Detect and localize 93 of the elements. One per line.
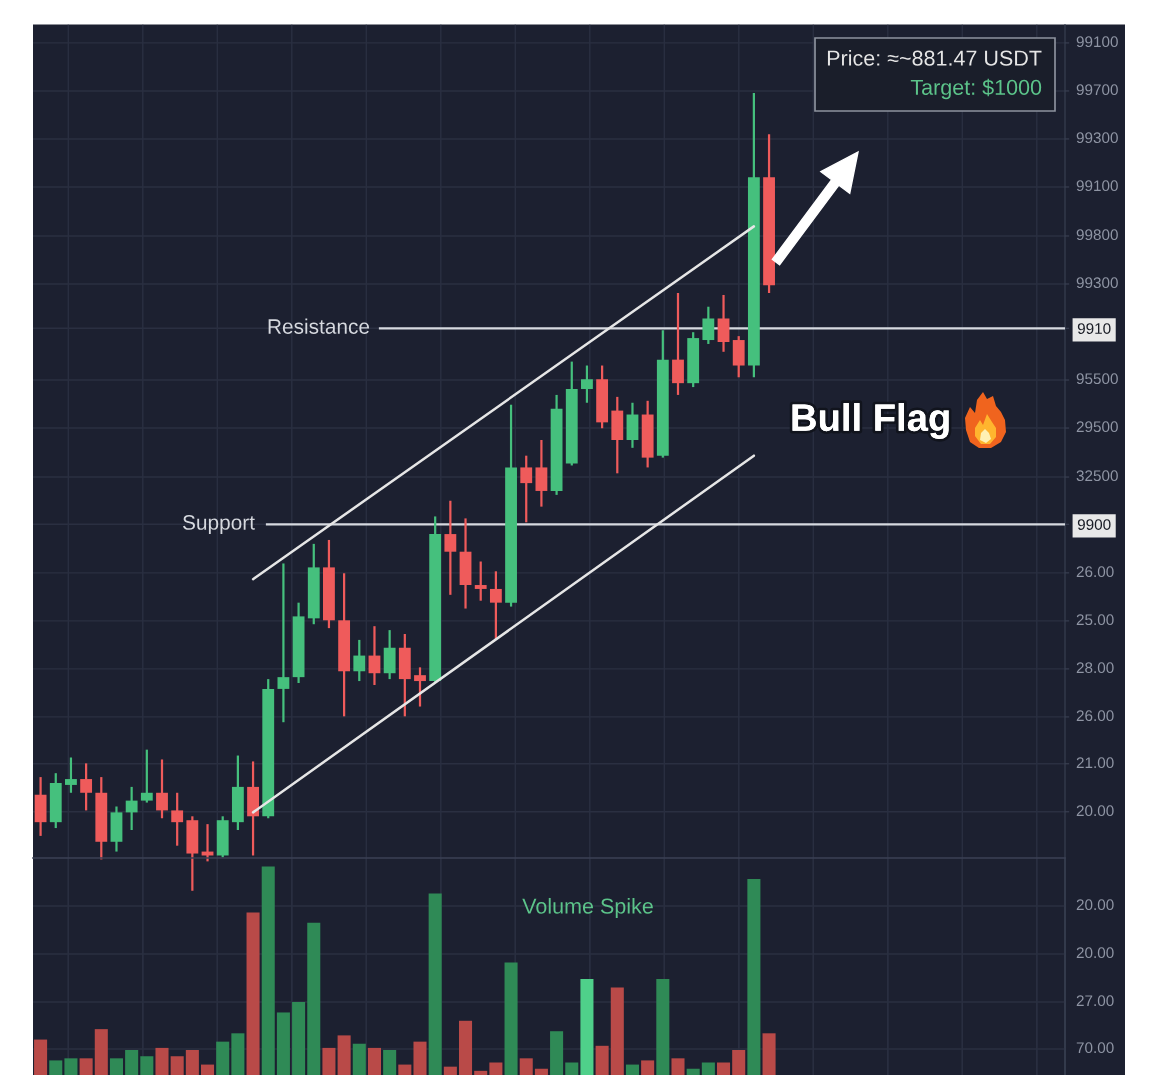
y-tick-label: 9910 (1077, 323, 1111, 334)
text: 20.00 (1076, 805, 1114, 817)
bar (246, 912, 260, 1075)
bar (610, 987, 624, 1075)
candlestick (171, 791, 184, 847)
candlestick (277, 562, 290, 724)
text: 99300 (1076, 132, 1118, 144)
bar (79, 1058, 93, 1075)
text: 99700 (1076, 84, 1118, 96)
candlestick (353, 638, 366, 683)
candlestick (125, 785, 138, 832)
candlestick (474, 560, 487, 602)
text: 99100 (1076, 36, 1118, 48)
candlestick (717, 293, 730, 353)
text: 99100 (1076, 180, 1118, 192)
bar (201, 1064, 215, 1075)
bar (398, 1064, 412, 1075)
candlestick (535, 438, 548, 508)
bar (155, 1047, 169, 1075)
candlestick (80, 762, 93, 812)
text: 20.00 (1076, 947, 1114, 959)
candlestick (444, 499, 457, 596)
text: 29500 (1076, 421, 1118, 433)
bar (504, 962, 518, 1075)
bar (534, 1068, 548, 1075)
bar (125, 1049, 139, 1075)
bar (140, 1056, 154, 1075)
bar (641, 1060, 655, 1075)
bar (109, 1058, 123, 1075)
annotation: Volume Spike (522, 897, 653, 919)
bar (185, 1049, 199, 1075)
bar (292, 1002, 306, 1075)
bar (747, 879, 761, 1075)
bar (519, 1058, 533, 1075)
bar (625, 1064, 639, 1075)
bar (413, 1041, 427, 1075)
text: 27.00 (1076, 995, 1114, 1007)
candlestick (65, 756, 77, 794)
ref-line-label: Resistance (268, 318, 370, 334)
bar (367, 1047, 381, 1075)
bar (656, 979, 670, 1075)
bar (231, 1033, 245, 1075)
bar (717, 1062, 731, 1075)
text: 21.00 (1076, 757, 1114, 769)
text: 25.00 (1076, 614, 1114, 626)
annotation: Bull Flag (792, 403, 949, 439)
text: 32500 (1076, 470, 1118, 482)
candlestick (520, 454, 533, 524)
annotation: Price: ≈~881.47 USDT (827, 49, 1042, 66)
bar (489, 1062, 503, 1075)
text: 99300 (1076, 277, 1118, 289)
bar (565, 1062, 579, 1075)
candlestick (702, 305, 715, 346)
candlestick (414, 666, 426, 708)
bar (307, 922, 321, 1075)
bar (580, 979, 594, 1075)
candlestick (581, 364, 593, 404)
bar (261, 866, 275, 1075)
candlestick (140, 748, 153, 804)
text: 70.00 (1076, 1042, 1114, 1054)
text: 26.00 (1076, 566, 1114, 578)
bar (322, 1047, 336, 1075)
bar (49, 1060, 63, 1075)
bar (595, 1045, 609, 1075)
bar (352, 1043, 366, 1075)
text: 95500 (1076, 373, 1118, 385)
bar (459, 1020, 473, 1075)
bar (216, 1041, 230, 1075)
candlestick (672, 291, 684, 397)
bar (550, 1031, 564, 1075)
candlestick (156, 758, 168, 820)
annotation: Target: $1000 (910, 78, 1042, 100)
bar (474, 1070, 488, 1075)
text: 99800 (1076, 229, 1118, 241)
bar (443, 1066, 457, 1075)
bar (34, 1039, 48, 1075)
bar (686, 1068, 700, 1075)
bar (337, 1035, 351, 1075)
bar (94, 1029, 108, 1075)
text: 20.00 (1076, 899, 1114, 911)
bar (428, 893, 442, 1075)
text: 26.00 (1076, 710, 1114, 722)
ref-line-label: Support (182, 515, 255, 534)
y-tick-label: 9900 (1077, 519, 1111, 530)
bar (276, 1012, 290, 1075)
bar (732, 1049, 746, 1075)
bar (701, 1062, 715, 1075)
bar (383, 1049, 397, 1075)
text: 28.00 (1076, 662, 1114, 674)
bar (64, 1058, 78, 1075)
bar (170, 1056, 184, 1075)
bar (762, 1033, 776, 1075)
bar (671, 1058, 685, 1075)
